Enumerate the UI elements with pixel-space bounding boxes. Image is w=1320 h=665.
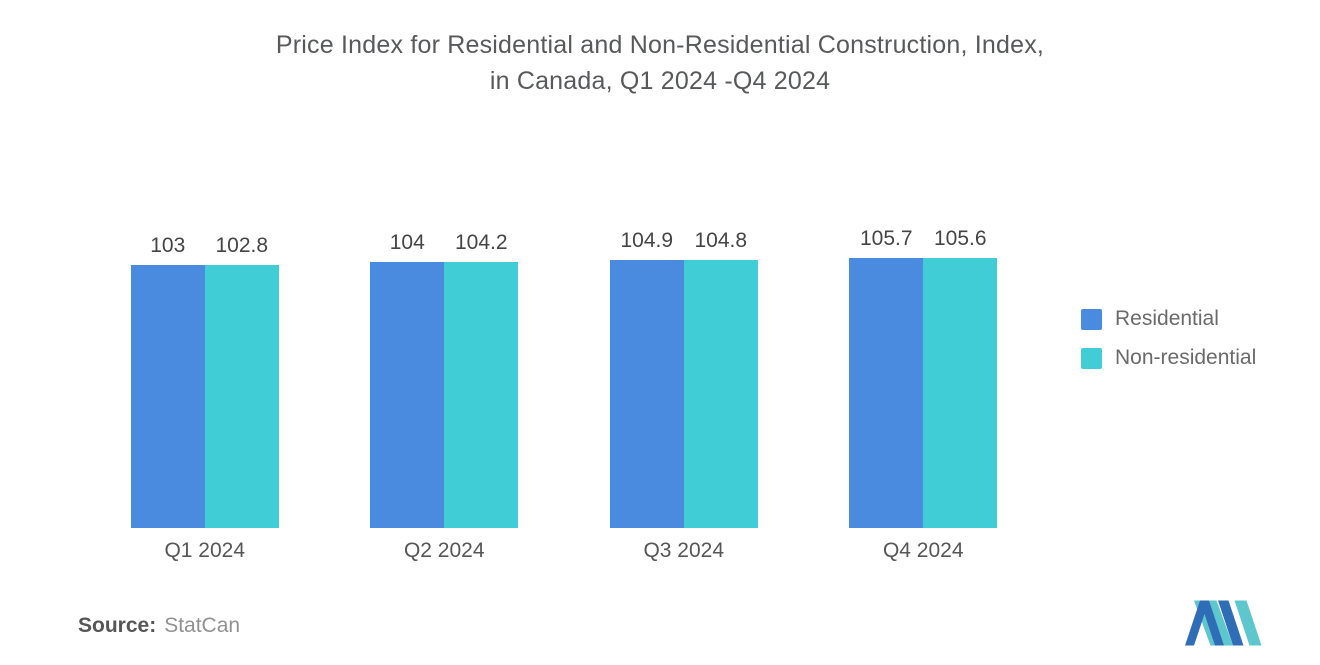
bar-column-residential: 104	[370, 231, 445, 528]
bar-pair: 104 104.2	[370, 224, 519, 528]
value-label: 104.9	[620, 229, 674, 252]
x-axis-label: Q4 2024	[882, 539, 964, 562]
value-label: 104.2	[454, 231, 508, 254]
bar-column-non-residential: 105.6	[923, 227, 998, 528]
legend-item: Residential	[1081, 307, 1256, 331]
value-label: 105.6	[933, 227, 987, 250]
category-group: 104.9 104.8 Q3 2024	[564, 224, 804, 563]
category-group: 105.7 105.6 Q4 2024	[804, 224, 1044, 563]
value-label: 105.7	[859, 227, 913, 250]
value-label: 104	[389, 231, 425, 254]
bar-pair: 104.9 104.8	[609, 224, 758, 528]
chart-legend: Residential Non-residential	[1081, 307, 1256, 370]
legend-item: Non-residential	[1081, 346, 1256, 370]
bar-residential	[849, 258, 924, 528]
bar-non-residential	[204, 265, 279, 528]
legend-swatch-icon	[1081, 308, 1102, 330]
source-line: Source: StatCan	[78, 614, 240, 638]
bar-column-residential: 103	[130, 234, 205, 528]
bar-residential	[370, 262, 445, 528]
x-axis-label: Q1 2024	[164, 539, 246, 562]
bar-chart-plot: 103 102.8 Q1 2024 104 104.2 Q2 2024 104.9 104.8…	[85, 224, 1043, 563]
bar-column-non-residential: 102.8	[204, 234, 279, 528]
source-value: StatCan	[164, 614, 241, 637]
category-group: 103 102.8 Q1 2024	[85, 224, 325, 563]
mordor-intelligence-monogram-icon	[1185, 600, 1262, 646]
chart-title: Price Index for Residential and Non-Resi…	[275, 31, 1045, 96]
value-label: 103	[150, 234, 186, 257]
bar-pair: 105.7 105.6	[849, 224, 998, 528]
legend-label: Non-residential	[1115, 346, 1257, 369]
legend-swatch-icon	[1081, 347, 1102, 369]
x-axis-label: Q2 2024	[403, 539, 485, 562]
x-axis-label: Q3 2024	[643, 539, 725, 562]
bar-non-residential	[923, 258, 998, 528]
source-label: Source:	[78, 614, 157, 637]
bar-residential	[130, 265, 205, 528]
bar-column-non-residential: 104.8	[683, 229, 758, 528]
bar-non-residential	[444, 262, 519, 528]
legend-label: Residential	[1115, 307, 1219, 330]
bar-column-residential: 104.9	[609, 229, 684, 528]
value-label: 104.8	[694, 229, 748, 252]
category-group: 104 104.2 Q2 2024	[325, 224, 565, 563]
bar-residential	[609, 260, 684, 528]
bar-pair: 103 102.8	[130, 224, 279, 528]
value-label: 102.8	[215, 234, 269, 257]
bar-column-non-residential: 104.2	[444, 231, 519, 528]
bar-column-residential: 105.7	[849, 227, 924, 528]
bar-non-residential	[683, 260, 758, 528]
